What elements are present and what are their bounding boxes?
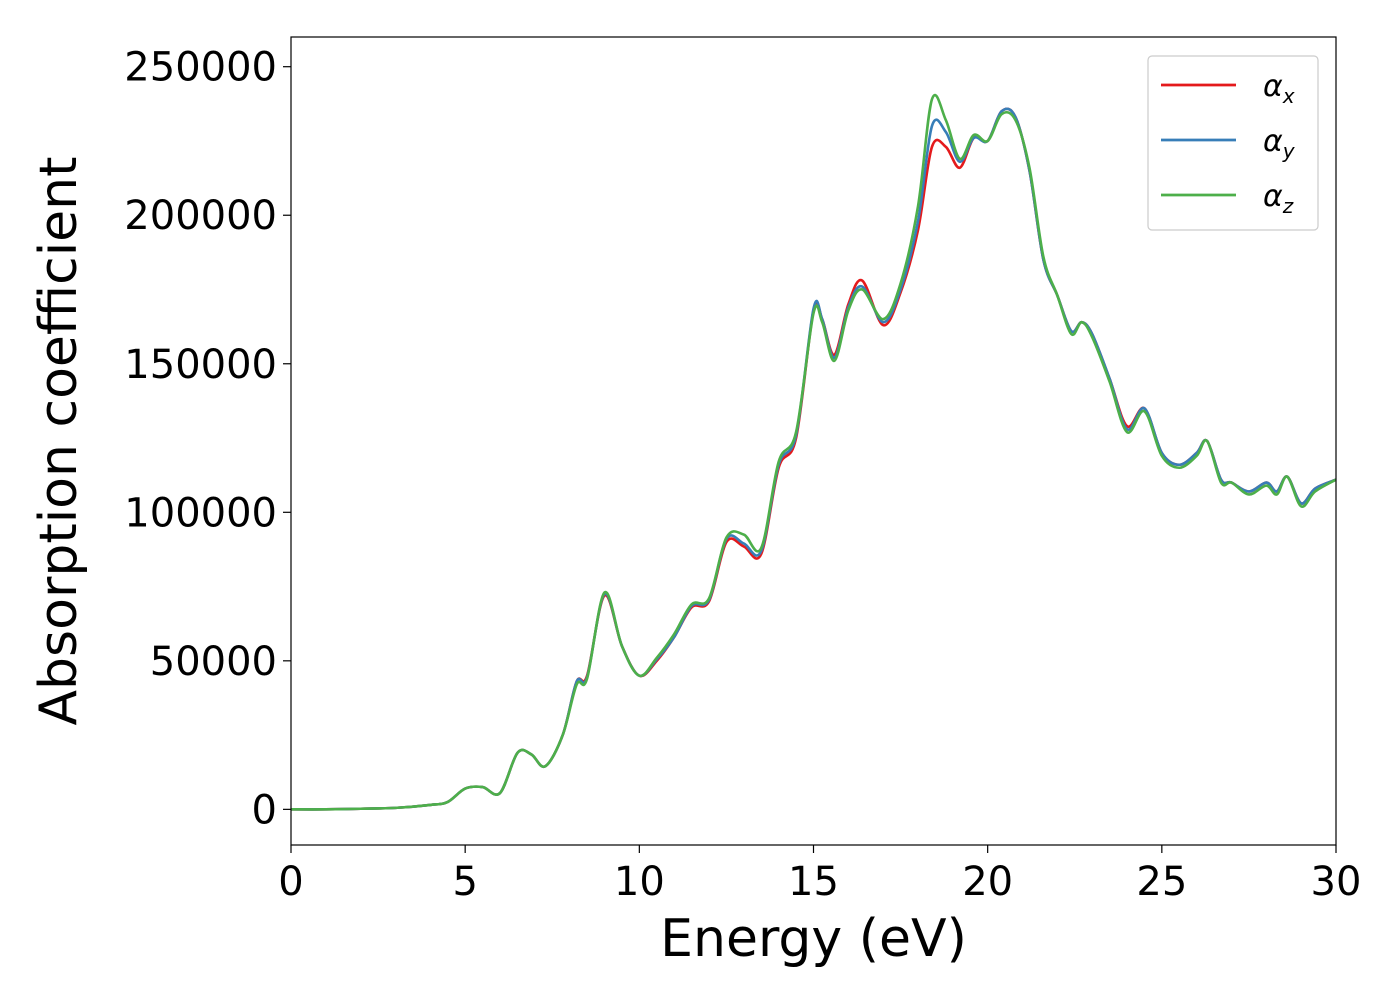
y-tick-label: 150000 [124,342,277,388]
legend-label-alpha-y: αy [1263,124,1296,163]
y-tick-label: 100000 [124,490,277,536]
x-tick-label: 15 [788,859,839,905]
x-tick-label: 30 [1311,859,1362,905]
x-tick-label: 0 [278,859,303,905]
x-tick-label: 10 [614,859,665,905]
series-layer [290,93,1337,811]
x-axis-title: Energy (eV) [660,909,967,969]
legend-label-subscript: y [1282,139,1296,163]
series-line-alpha-z [290,93,1337,811]
y-tick-label: 0 [252,787,277,833]
legend-label-alpha-z: αz [1263,179,1294,218]
legend-box [1147,55,1319,231]
y-tick-label: 200000 [124,193,277,239]
y-tick-label: 50000 [150,639,277,685]
legend-label-subscript: z [1282,194,1294,218]
legend-label-symbol: α [1263,179,1283,214]
legend-label-symbol: α [1263,124,1283,159]
y-axis-ticks: 0 50000 100000 150000 200000 250000 [124,45,291,833]
x-axis-ticks: 0 5 10 15 20 25 30 [278,845,1361,905]
y-axis-title: Absorption coefficient [29,156,89,725]
y-tick-label: 250000 [124,45,277,91]
legend-label-alpha-x: αx [1263,69,1295,108]
legend-label-symbol: α [1263,69,1283,104]
x-tick-label: 5 [452,859,477,905]
legend-label-subscript: x [1282,84,1295,108]
x-tick-label: 20 [962,859,1013,905]
x-tick-label: 25 [1136,859,1187,905]
